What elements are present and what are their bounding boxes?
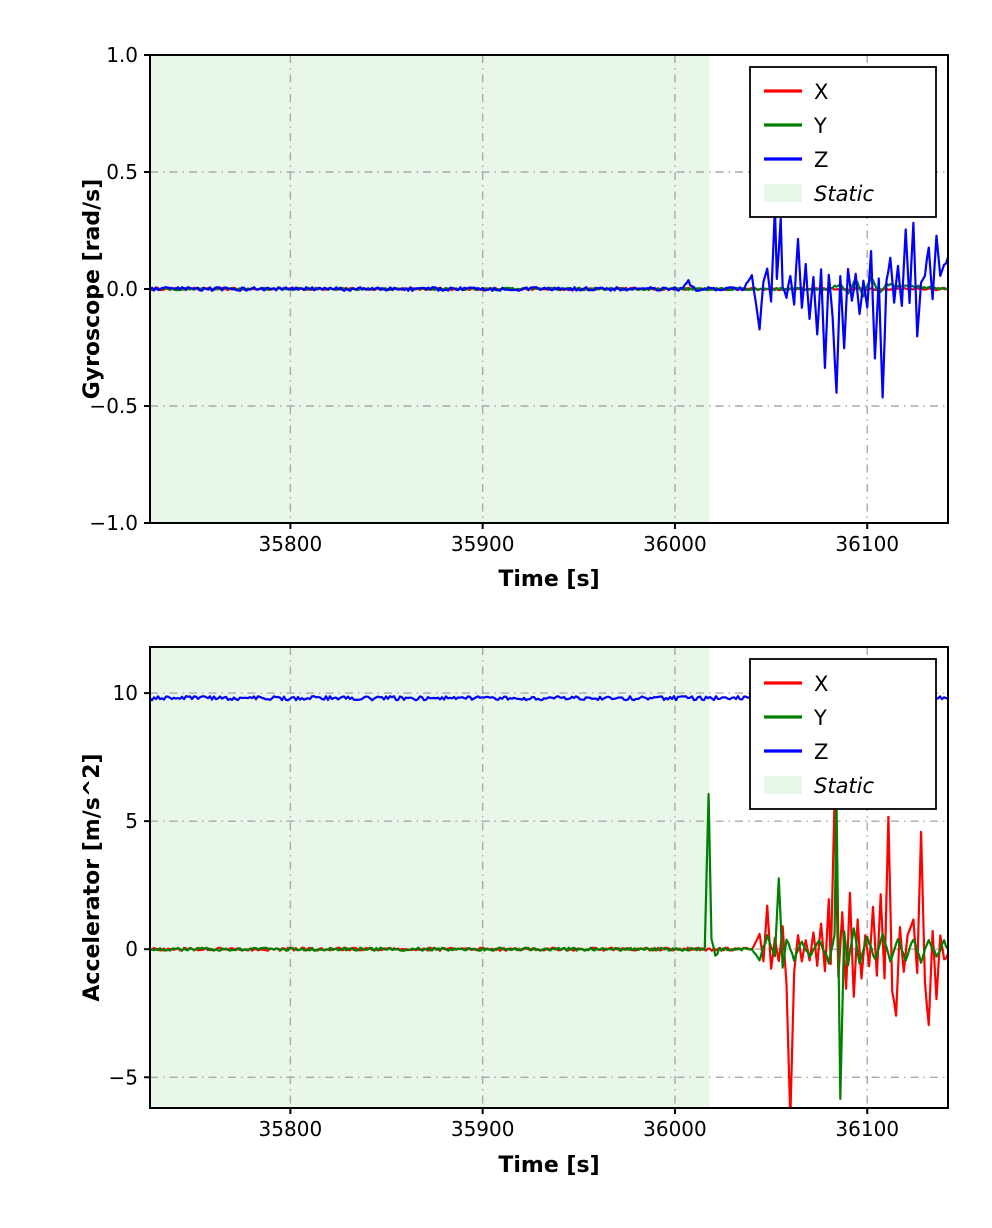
accelerometer-chart: [0, 614, 992, 1228]
gyroscope-chart: [0, 0, 992, 614]
accelerometer-canvas: [0, 614, 992, 1228]
gyroscope-canvas: [0, 0, 992, 614]
